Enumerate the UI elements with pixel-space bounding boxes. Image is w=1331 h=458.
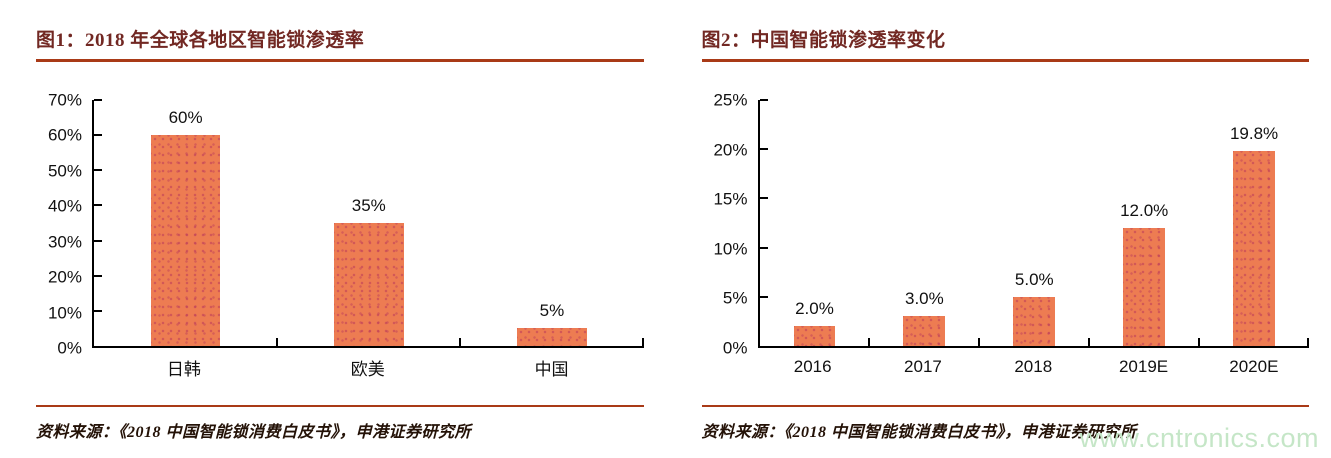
y-axis-tick [94, 274, 102, 277]
figure2-source: 资料来源：《2018 中国智能锁消费白皮书》，申港证券研究所 [701, 405, 1309, 458]
y-axis-tick [759, 148, 768, 151]
bar-value-label: 2.0% [795, 299, 834, 319]
x-axis-category-label: 2018 [1014, 357, 1053, 376]
y-axis-tick [759, 295, 768, 298]
bar-slot: 35% [277, 100, 460, 346]
x-axis-tick [276, 338, 279, 346]
bar-value-label: 5% [539, 301, 565, 321]
bar-slot: 19.8% [1199, 100, 1309, 346]
figure1-y-axis: 0% 10% 20% 30% 40% 50% 60% 70% [36, 92, 92, 357]
y-axis-tick [759, 99, 768, 101]
y-axis-tick-label: 10% [713, 239, 748, 259]
bar [793, 326, 836, 346]
bar-value-label: 3.0% [904, 289, 944, 309]
y-axis-tick-label: 60% [47, 125, 82, 145]
bar [1123, 227, 1166, 346]
bar [1233, 151, 1275, 346]
bar [150, 135, 221, 346]
x-axis-tick [868, 338, 871, 346]
y-axis-tick [94, 134, 102, 137]
y-axis-tick-label: 20% [713, 140, 748, 160]
figure1-chart: 0% 10% 20% 30% 40% 50% 60% 70% 60% 35% 5% [36, 92, 644, 357]
y-axis-tick-label: 20% [47, 267, 82, 287]
y-axis-tick-label: 70% [47, 90, 82, 110]
x-axis-tick [641, 338, 644, 346]
bar-slot: 2.0% [760, 100, 870, 346]
x-axis-tick [1088, 338, 1091, 346]
y-axis-tick [759, 246, 768, 249]
bar [903, 316, 946, 346]
x-axis-tick [459, 338, 462, 346]
x-axis-category-label: 2019E [1118, 357, 1169, 376]
y-axis-tick-label: 30% [47, 232, 82, 252]
figure2-x-axis: 2016 2017 2018 2019E 2020E [758, 348, 1310, 386]
bar-slot: 5% [460, 100, 643, 346]
y-axis-tick-label: 0% [57, 338, 82, 358]
x-axis-tick [1307, 338, 1309, 346]
bar-value-label: 19.8% [1229, 124, 1279, 144]
figure2-title: 图2：中国智能锁渗透率变化 [701, 25, 1309, 62]
bar-slot: 5.0% [979, 100, 1089, 346]
bar [517, 328, 587, 346]
y-axis-tick-label: 15% [713, 189, 748, 209]
bar-value-label: 5.0% [1014, 269, 1054, 289]
bar-slot: 3.0% [869, 100, 979, 346]
y-axis-tick-label: 10% [47, 303, 82, 323]
x-axis-tick [1198, 338, 1201, 346]
y-axis-tick-label: 40% [47, 196, 82, 216]
y-axis-tick-label: 50% [47, 161, 82, 181]
watermark: www.cntronics.com [1079, 423, 1319, 453]
figure1-panel: 图1：2018 年全球各地区智能锁渗透率 0% 10% 20% 30% 40% 50% 60… [36, 25, 644, 458]
y-axis-tick [759, 197, 768, 200]
bar-value-label: 60% [168, 108, 203, 128]
bar-value-label: 12.0% [1120, 200, 1169, 220]
x-axis-category-label: 中国 [534, 359, 569, 379]
y-axis-tick [94, 309, 102, 312]
bar [1013, 296, 1056, 346]
bar-slot: 60% [94, 100, 277, 346]
x-axis-category-label: 2020E [1229, 357, 1279, 376]
y-axis-tick [94, 239, 102, 242]
x-axis-category-label: 欧美 [350, 359, 385, 379]
x-axis-category-label: 2016 [793, 357, 832, 376]
bar-value-label: 35% [351, 196, 386, 215]
figure2-panel: 图2：中国智能锁渗透率变化 0% 5% 10% 15% 20% 25% 2.0% 3.0% 5… [701, 25, 1310, 458]
figure1-x-axis: 日韩 欧美 中国 [92, 348, 644, 386]
figure2-plot-area: 2.0% 3.0% 5.0% 12.0% 19.8% [757, 99, 1309, 348]
figure2-chart: 0% 5% 10% 15% 20% 25% 2.0% 3.0% 5.0% 12.0% 19.8% [702, 92, 1309, 357]
figure1-source: 资料来源：《2018 中国智能锁消费白皮书》，申港证券研究所 [36, 405, 644, 458]
bar-slot: 12.0% [1089, 100, 1199, 346]
bar [333, 223, 404, 346]
x-axis-tick [978, 338, 981, 346]
y-axis-tick [94, 169, 102, 172]
y-axis-tick [94, 204, 102, 207]
x-axis-category-label: 日韩 [166, 359, 201, 379]
y-axis-tick-label: 25% [713, 90, 748, 110]
y-axis-tick [94, 99, 102, 101]
figure1-title: 图1：2018 年全球各地区智能锁渗透率 [36, 25, 644, 62]
y-axis-tick-label: 0% [722, 338, 748, 358]
x-axis-category-label: 2017 [904, 357, 942, 376]
figure2-y-axis: 0% 5% 10% 15% 20% 25% [702, 92, 758, 357]
figure1-plot-area: 60% 35% 5% [92, 99, 644, 348]
y-axis-tick-label: 5% [722, 288, 748, 308]
